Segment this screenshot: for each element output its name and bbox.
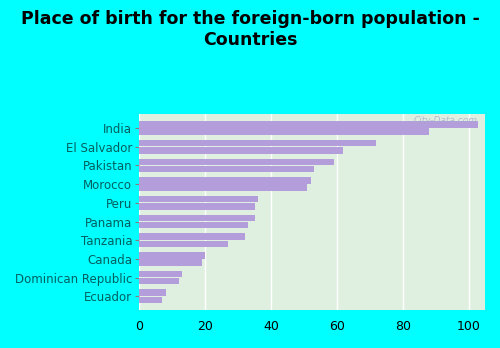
Bar xyxy=(140,121,478,128)
Bar xyxy=(140,140,376,147)
Bar xyxy=(140,296,162,303)
Bar xyxy=(140,233,244,240)
Bar xyxy=(140,177,310,184)
Bar xyxy=(140,278,179,284)
Bar xyxy=(140,215,254,221)
Bar xyxy=(140,252,205,259)
Bar xyxy=(140,147,344,154)
Bar xyxy=(140,159,334,165)
Bar xyxy=(140,271,182,277)
Bar xyxy=(140,203,254,210)
Bar xyxy=(140,166,314,172)
Text: Place of birth for the foreign-born population -
Countries: Place of birth for the foreign-born popu… xyxy=(20,10,479,49)
Bar xyxy=(140,184,307,191)
Bar xyxy=(140,222,248,228)
Bar xyxy=(140,196,258,203)
Bar xyxy=(140,289,166,296)
Bar xyxy=(140,240,228,247)
Bar xyxy=(140,128,429,135)
Bar xyxy=(140,259,202,266)
Text: City-Data.com: City-Data.com xyxy=(414,116,478,125)
